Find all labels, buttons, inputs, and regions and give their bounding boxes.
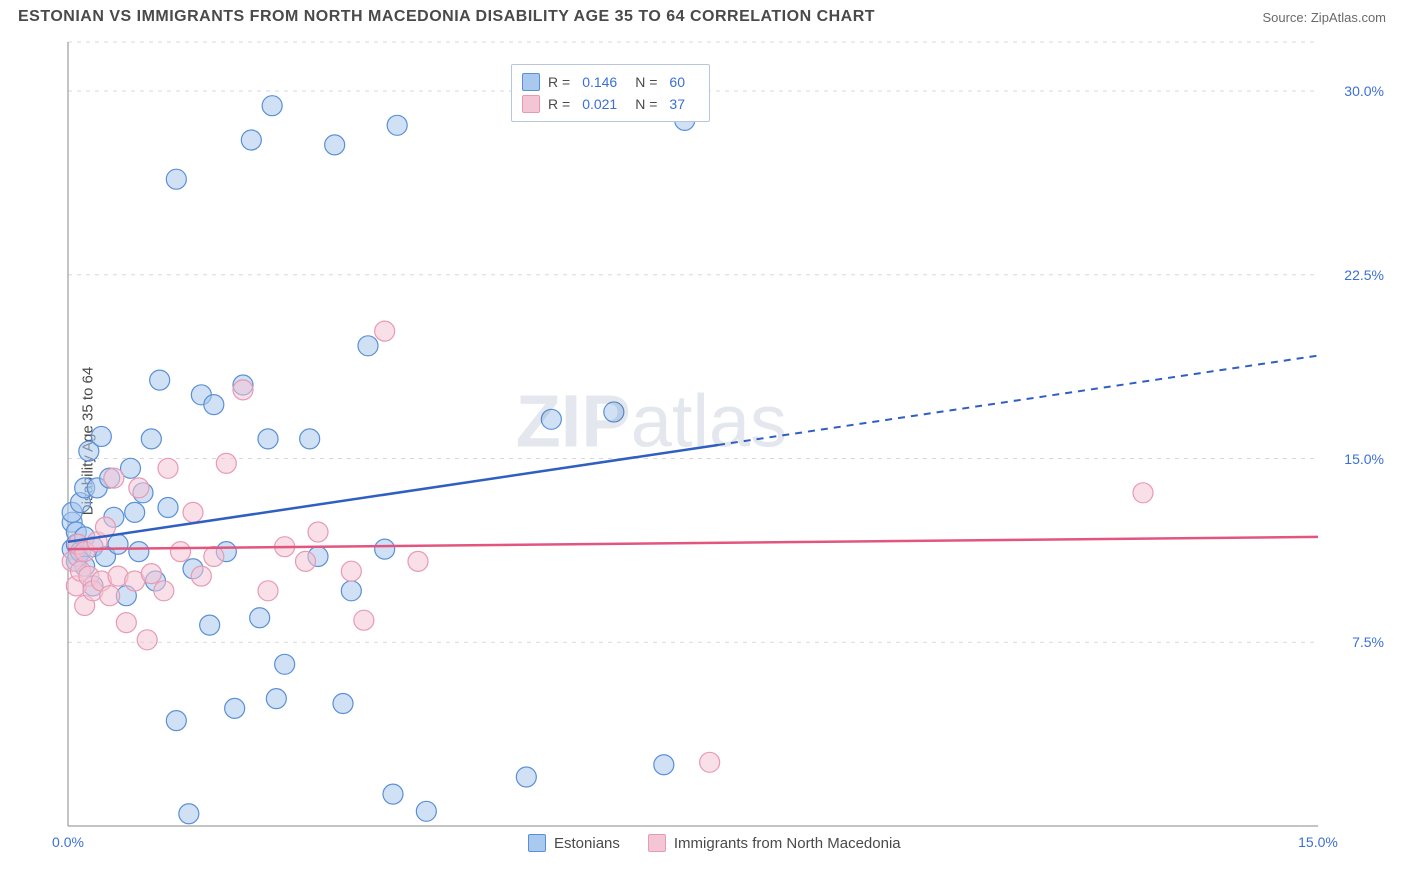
chart-title: ESTONIAN VS IMMIGRANTS FROM NORTH MACEDO…: [18, 8, 875, 26]
data-point: [179, 804, 199, 824]
legend-series-name: Estonians: [554, 835, 620, 852]
data-point: [125, 502, 145, 522]
data-point: [141, 429, 161, 449]
x-tick-label: 0.0%: [52, 834, 84, 850]
x-tick-label: 15.0%: [1298, 834, 1338, 850]
data-point: [300, 429, 320, 449]
data-point: [204, 395, 224, 415]
data-point: [354, 610, 374, 630]
legend-swatch: [522, 95, 540, 113]
legend-r-label: R =: [548, 74, 570, 90]
y-tick-label: 15.0%: [1344, 451, 1384, 467]
data-point: [258, 429, 278, 449]
data-point: [383, 784, 403, 804]
correlation-legend: R = 0.146 N = 60 R = 0.021 N = 37: [511, 64, 710, 122]
legend-r-value: 0.146: [582, 74, 617, 90]
data-point: [654, 755, 674, 775]
data-point: [225, 698, 245, 718]
data-point: [1133, 483, 1153, 503]
data-point: [333, 694, 353, 714]
legend-n-label: N =: [635, 96, 657, 112]
data-point: [375, 539, 395, 559]
data-point: [250, 608, 270, 628]
data-point: [266, 689, 286, 709]
data-point: [171, 542, 191, 562]
watermark: ZIPatlas: [516, 379, 787, 462]
data-point: [416, 801, 436, 821]
legend-n-label: N =: [635, 74, 657, 90]
data-point: [387, 115, 407, 135]
legend-series-name: Immigrants from North Macedonia: [674, 835, 901, 852]
scatter-plot: ZIPatlas: [56, 36, 1366, 846]
data-point: [200, 615, 220, 635]
data-point: [216, 453, 236, 473]
data-point: [129, 542, 149, 562]
data-point: [408, 551, 428, 571]
data-point: [325, 135, 345, 155]
y-tick-label: 22.5%: [1344, 267, 1384, 283]
data-point: [158, 498, 178, 518]
data-point: [158, 458, 178, 478]
legend-n-value: 60: [669, 74, 685, 90]
y-tick-label: 7.5%: [1352, 634, 1384, 650]
chart-source: Source: ZipAtlas.com: [1262, 10, 1386, 25]
legend-n-value: 37: [669, 96, 685, 112]
data-point: [141, 564, 161, 584]
data-point: [191, 566, 211, 586]
data-point: [166, 711, 186, 731]
chart-header: ESTONIAN VS IMMIGRANTS FROM NORTH MACEDO…: [0, 0, 1406, 30]
data-point: [700, 752, 720, 772]
data-point: [241, 130, 261, 150]
data-point: [116, 613, 136, 633]
data-point: [137, 630, 157, 650]
data-point: [183, 502, 203, 522]
data-point: [108, 534, 128, 554]
data-point: [104, 468, 124, 488]
legend-swatch: [522, 73, 540, 91]
data-point: [204, 547, 224, 567]
data-point: [341, 581, 361, 601]
data-point: [308, 522, 328, 542]
data-point: [258, 581, 278, 601]
data-point: [91, 426, 111, 446]
legend-swatch: [648, 834, 666, 852]
chart-area: Disability Age 35 to 64 ZIPatlas 7.5%15.…: [18, 36, 1388, 846]
legend-r-value: 0.021: [582, 96, 617, 112]
trend-line-dashed: [718, 356, 1318, 445]
data-point: [358, 336, 378, 356]
data-point: [150, 370, 170, 390]
legend-r-label: R =: [548, 96, 570, 112]
y-tick-label: 30.0%: [1344, 83, 1384, 99]
legend-swatch: [528, 834, 546, 852]
data-point: [166, 169, 186, 189]
data-point: [154, 581, 174, 601]
trend-line: [68, 537, 1318, 549]
data-point: [262, 96, 282, 116]
data-point: [129, 478, 149, 498]
data-point: [341, 561, 361, 581]
data-point: [375, 321, 395, 341]
series-legend: Estonians Immigrants from North Macedonia: [528, 834, 901, 852]
data-point: [233, 380, 253, 400]
data-point: [100, 586, 120, 606]
data-point: [296, 551, 316, 571]
data-point: [516, 767, 536, 787]
data-point: [275, 654, 295, 674]
